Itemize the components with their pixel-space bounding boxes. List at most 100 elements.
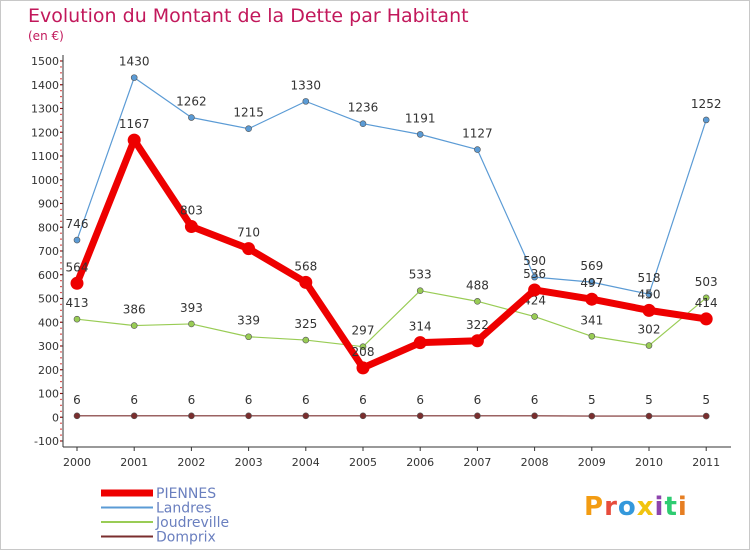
x-tick-label: 2001: [120, 456, 148, 469]
y-minor-tick: [60, 215, 61, 216]
data-label-domprix: 5: [645, 393, 653, 407]
y-tick-label: 900: [38, 198, 59, 211]
data-label-landres: 569: [580, 259, 603, 273]
legend-label-domprix: Domprix: [156, 530, 216, 546]
data-label-piennes: 536: [523, 267, 546, 281]
data-point-joudreville: [131, 323, 137, 329]
data-label-landres: 518: [638, 271, 661, 285]
y-minor-tick: [60, 339, 61, 340]
y-minor-tick: [60, 185, 61, 186]
series-line-landres: [77, 78, 706, 295]
x-tick-label: 2010: [635, 456, 663, 469]
data-point-landres: [417, 131, 423, 137]
y-tick-label: 1500: [31, 55, 59, 68]
y-minor-tick: [60, 78, 61, 79]
y-minor-tick: [60, 167, 61, 168]
data-point-domprix: [74, 413, 80, 419]
data-label-landres: 1236: [348, 101, 379, 115]
data-label-domprix: 5: [588, 393, 596, 407]
data-label-landres: 1330: [291, 78, 322, 92]
y-minor-tick: [60, 316, 61, 317]
data-point-joudreville: [532, 314, 538, 320]
data-point-piennes: [71, 277, 84, 290]
y-minor-tick: [60, 66, 61, 67]
y-minor-tick: [60, 434, 61, 435]
data-label-piennes: 710: [237, 226, 260, 240]
y-minor-tick: [60, 351, 61, 352]
data-point-piennes: [585, 293, 598, 306]
y-minor-tick: [60, 173, 61, 174]
y-minor-tick: [60, 137, 61, 138]
data-point-piennes: [700, 312, 713, 325]
y-minor-tick: [60, 108, 61, 109]
y-minor-tick: [60, 221, 61, 222]
x-tick-label: 2009: [578, 456, 606, 469]
x-tick-label: 2011: [692, 456, 720, 469]
y-minor-tick: [60, 126, 61, 127]
data-point-joudreville: [188, 321, 194, 327]
y-minor-tick: [60, 387, 61, 388]
data-label-landres: 1215: [233, 106, 264, 120]
y-minor-tick: [60, 238, 61, 239]
data-point-domprix: [188, 413, 194, 419]
y-minor-tick: [60, 327, 61, 328]
data-label-joudreville: 341: [580, 313, 603, 327]
logo-letter: P: [584, 492, 604, 522]
data-label-piennes: 314: [409, 320, 432, 334]
y-tick-label: 1000: [31, 174, 59, 187]
data-label-piennes: 322: [466, 318, 489, 332]
data-label-landres: 1262: [176, 95, 207, 109]
y-minor-tick: [60, 96, 61, 97]
x-tick-label: 2007: [463, 456, 491, 469]
y-minor-tick: [60, 203, 61, 204]
y-minor-tick: [60, 375, 61, 376]
data-point-domprix: [474, 413, 480, 419]
data-label-joudreville: 386: [123, 303, 146, 317]
data-label-landres: 746: [66, 217, 89, 231]
data-label-piennes: 803: [180, 204, 203, 218]
y-minor-tick: [60, 197, 61, 198]
y-minor-tick: [60, 304, 61, 305]
data-label-joudreville: 325: [294, 317, 317, 331]
data-point-joudreville: [246, 334, 252, 340]
data-point-piennes: [185, 220, 198, 233]
y-minor-tick: [60, 405, 61, 406]
y-minor-tick: [60, 322, 61, 323]
data-label-landres: 1191: [405, 111, 436, 125]
y-tick-label: 1200: [31, 126, 59, 139]
y-minor-tick: [60, 90, 61, 91]
y-minor-tick: [60, 102, 61, 103]
data-point-piennes: [643, 304, 656, 317]
data-label-domprix: 6: [245, 393, 253, 407]
y-minor-tick: [60, 120, 61, 121]
y-minor-tick: [60, 357, 61, 358]
data-label-piennes: 497: [580, 276, 603, 290]
logo-letter: r: [604, 492, 618, 522]
data-point-domprix: [532, 413, 538, 419]
data-label-piennes: 208: [352, 345, 375, 359]
data-point-piennes: [357, 361, 370, 374]
data-label-piennes: 450: [638, 287, 661, 301]
data-label-domprix: 6: [416, 393, 424, 407]
data-label-domprix: 6: [188, 393, 196, 407]
x-tick-label: 2003: [235, 456, 263, 469]
y-minor-tick: [60, 161, 61, 162]
data-point-joudreville: [303, 337, 309, 343]
y-tick-label: 300: [38, 340, 59, 353]
y-minor-tick: [60, 393, 61, 394]
data-label-domprix: 6: [73, 393, 81, 407]
logo-letter: x: [637, 492, 655, 522]
y-tick-label: 400: [38, 316, 59, 329]
x-tick-label: 2000: [63, 456, 91, 469]
data-label-landres: 1430: [119, 55, 150, 69]
y-minor-tick: [60, 250, 61, 251]
y-minor-tick: [60, 232, 61, 233]
y-minor-tick: [60, 179, 61, 180]
data-point-joudreville: [474, 298, 480, 304]
y-tick-label: 1100: [31, 150, 59, 163]
y-minor-tick: [60, 428, 61, 429]
data-label-domprix: 6: [130, 393, 138, 407]
data-point-piennes: [471, 334, 484, 347]
y-tick-label: -100: [34, 435, 59, 448]
data-label-joudreville: 302: [638, 323, 661, 337]
